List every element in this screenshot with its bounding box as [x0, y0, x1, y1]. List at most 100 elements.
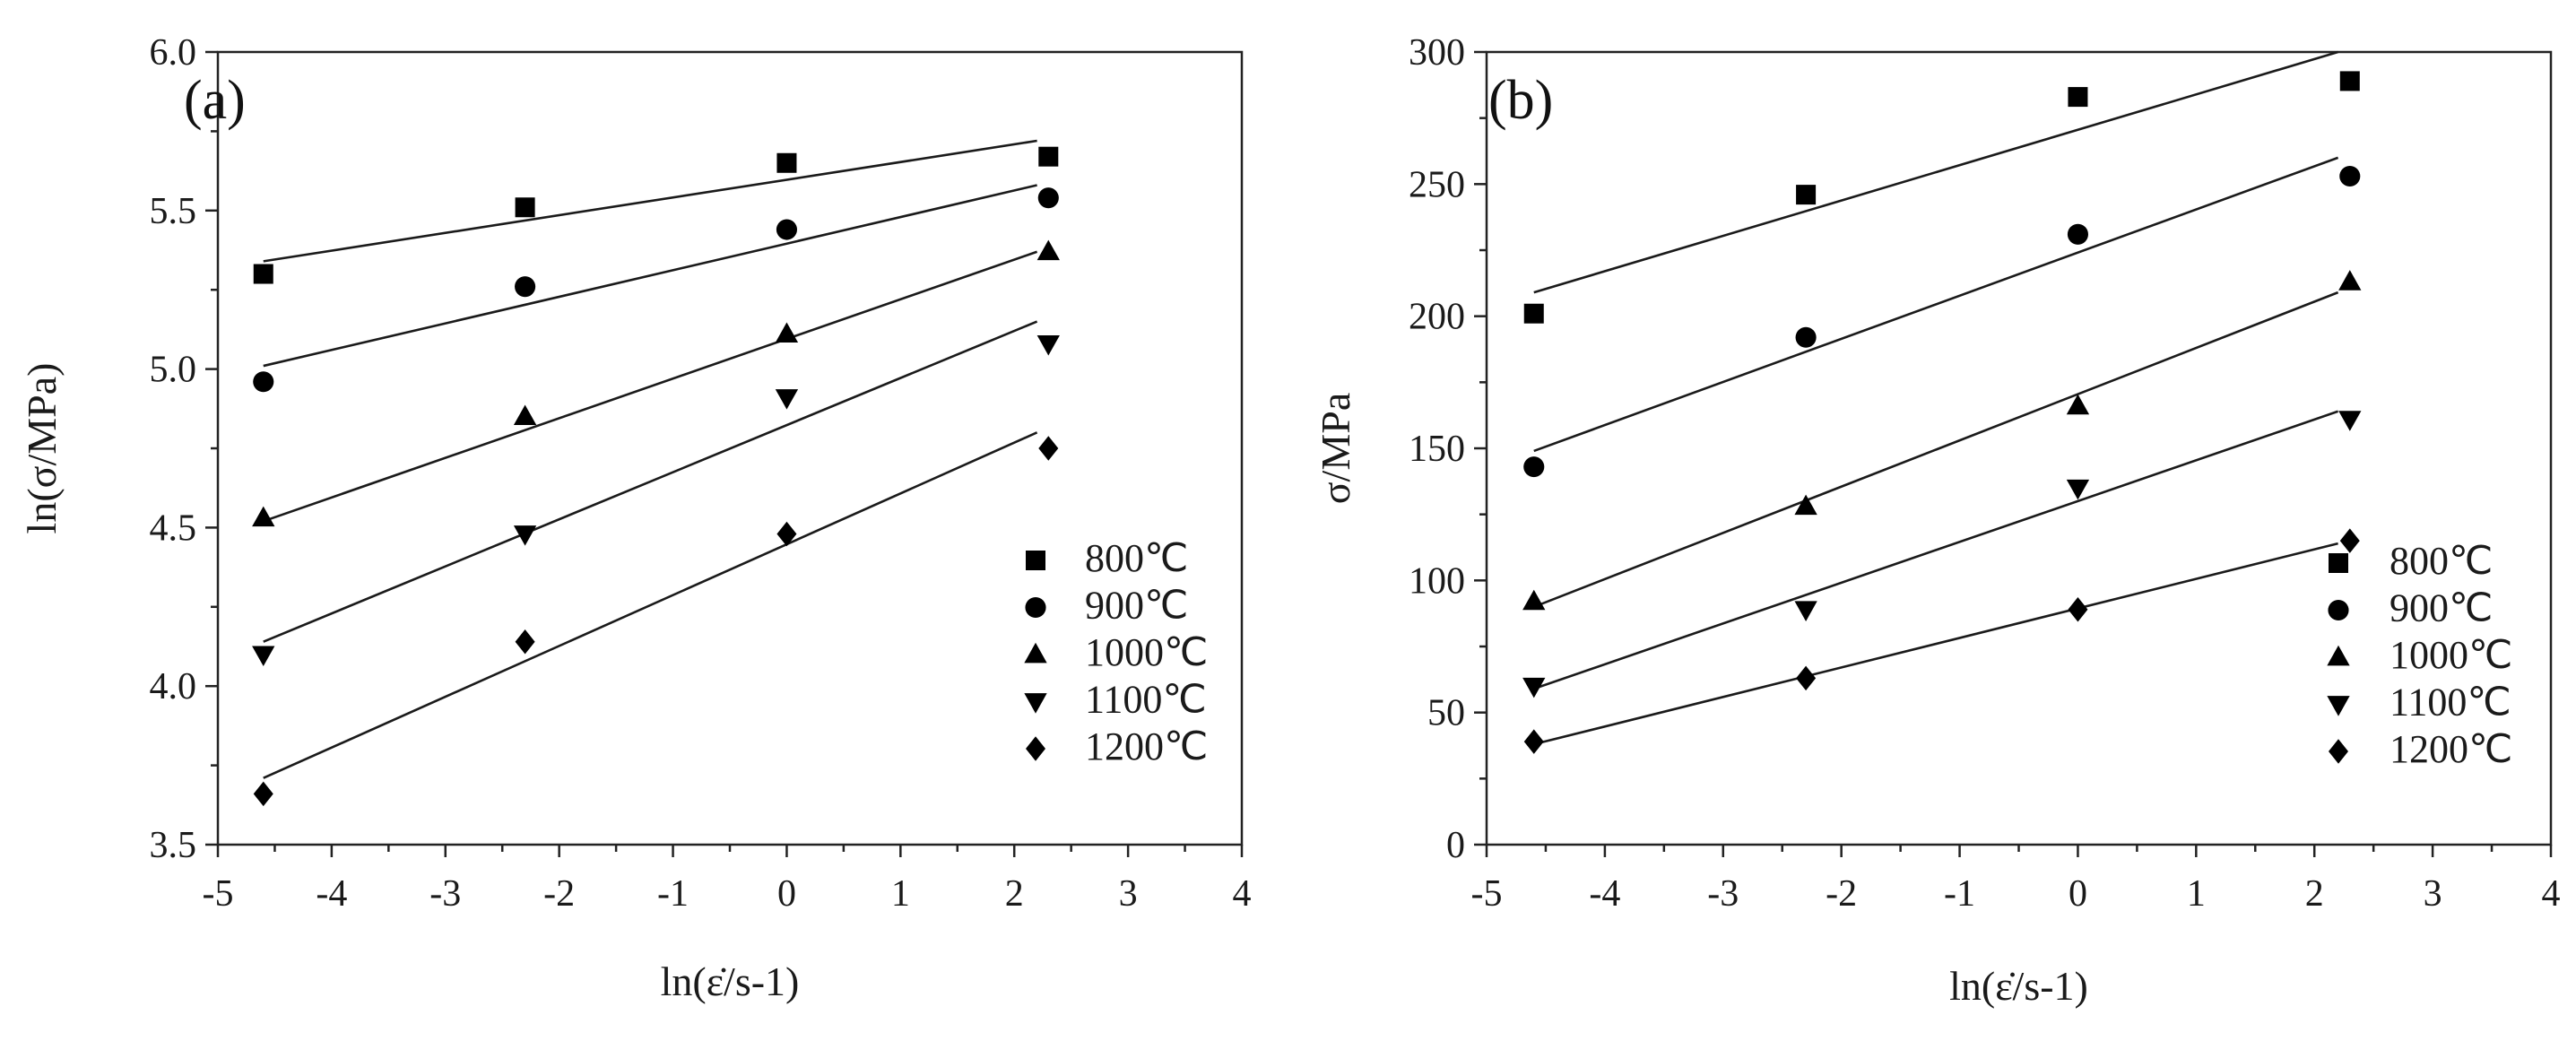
data-point-800℃	[253, 264, 273, 284]
fit-line-1200℃	[1533, 542, 2338, 746]
x-tick-label: -2	[1826, 873, 1857, 915]
data-point-900℃	[515, 276, 536, 298]
y-tick-label: 300	[1409, 32, 1465, 74]
chart-b: -5 -4 -3 -2 -1 0 1 2 3 4 0 50 100 150 200 250 300 (b) ln(ε…	[1313, 32, 2561, 1009]
data-point-900℃	[1523, 456, 1545, 478]
y-axis-label: ln(σ/MPa)	[19, 363, 65, 534]
data-point-800℃	[1038, 146, 1059, 167]
legend-label: 1000℃	[2390, 633, 2512, 677]
x-tick-label: -1	[1944, 873, 1975, 915]
x-tick-label: 4	[2542, 873, 2561, 915]
data-point-900℃	[1037, 187, 1059, 209]
data-point-1000℃	[1036, 239, 1060, 261]
legend-label: 1200℃	[1085, 724, 1208, 768]
panel-label: (a)	[184, 70, 246, 131]
legend-label: 1000℃	[1085, 630, 1208, 674]
x-tick-label: 2	[2305, 873, 2324, 915]
data-point-1200℃	[2068, 596, 2088, 622]
plot-frame	[1485, 50, 2553, 846]
data-point-1200℃	[776, 521, 797, 547]
data-point-1200℃	[1523, 729, 1544, 754]
legend-label: 900℃	[1085, 584, 1188, 628]
data-point-1000℃	[513, 404, 537, 425]
y-tick-label: 6.0	[150, 32, 197, 74]
y-tick-label: 5.0	[150, 350, 197, 391]
legend-marker-800℃	[2329, 553, 2348, 573]
x-axis-label: ln(ε̇/s-1)	[661, 959, 800, 1004]
fit-line-1200℃	[263, 431, 1038, 779]
y-tick-label: 3.5	[150, 825, 197, 866]
legend-marker-900℃	[2328, 599, 2349, 621]
data-point-1100℃	[2066, 479, 2090, 500]
x-tick-label: -3	[1707, 873, 1739, 915]
legend-marker-1100℃	[2327, 696, 2350, 716]
x-axis-label: ln(ε̇/s-1)	[1949, 963, 2088, 1009]
data-point-1100℃	[1522, 677, 1546, 698]
y-tick-label: 4.0	[150, 666, 197, 707]
data-point-1200℃	[253, 781, 273, 807]
data-point-1100℃	[252, 646, 275, 667]
fit-line-1000℃	[1533, 291, 2339, 609]
y-tick-label: 5.5	[150, 191, 197, 232]
legend-label: 800℃	[2390, 539, 2493, 583]
data-point-900℃	[1795, 326, 1817, 348]
data-point-1000℃	[2338, 270, 2362, 291]
legend-marker-900℃	[1025, 596, 1046, 619]
legend-label: 900℃	[2390, 586, 2493, 630]
legend-marker-800℃	[1026, 551, 1045, 570]
y-tick-label: 0	[1446, 825, 1465, 866]
legend-label: 800℃	[1085, 536, 1188, 580]
data-point-1200℃	[1796, 665, 1817, 691]
x-tick-label: 2	[1005, 873, 1024, 915]
fit-line-800℃	[263, 139, 1037, 263]
fit-line-1000℃	[263, 250, 1038, 523]
x-tick-label: 1	[2187, 873, 2206, 915]
y-tick-label: 250	[1409, 164, 1465, 205]
x-tick-label: 3	[2424, 873, 2442, 915]
data-point-800℃	[1796, 185, 1817, 205]
y-tick-label: 200	[1409, 297, 1465, 338]
data-point-1100℃	[1036, 334, 1060, 356]
data-point-1200℃	[515, 629, 535, 655]
legend-marker-1200℃	[2329, 739, 2348, 764]
legend-label: 1100℃	[2390, 681, 2511, 724]
legend-label: 1200℃	[2390, 727, 2512, 771]
data-point-800℃	[2068, 87, 2088, 108]
legend-marker-1000℃	[2327, 645, 2350, 666]
data-point-900℃	[253, 371, 274, 393]
x-tick-label: -5	[1471, 873, 1503, 915]
x-tick-label: 3	[1119, 873, 1138, 915]
x-tick-label: -5	[203, 873, 234, 915]
fit-line-900℃	[263, 184, 1037, 368]
x-tick-label: 0	[2069, 873, 2087, 915]
data-point-900℃	[2067, 223, 2088, 245]
data-point-1200℃	[2339, 528, 2360, 553]
y-tick-label: 4.5	[150, 507, 197, 549]
chart-a: -5 -4 -3 -2 -1 0 1 2 3 4 3.5 4.0 4.5 5.0 5.5 6.0(a) ln(ε…	[19, 32, 1252, 1004]
data-point-1000℃	[2066, 394, 2090, 415]
fit-line-1100℃	[1533, 410, 2339, 690]
legend-marker-1100℃	[1024, 693, 1047, 714]
legend-marker-1200℃	[1026, 736, 1045, 761]
data-point-800℃	[1523, 303, 1544, 324]
x-tick-label: 4	[1233, 873, 1252, 915]
data-point-1000℃	[1794, 494, 1817, 516]
fit-line-1100℃	[263, 320, 1038, 643]
data-point-1000℃	[775, 322, 799, 343]
data-point-1100℃	[2338, 411, 2362, 431]
data-point-1100℃	[513, 525, 537, 546]
x-tick-label: 0	[777, 873, 796, 915]
fit-line-900℃	[1533, 156, 2339, 453]
fit-line-800℃	[1533, 50, 2338, 294]
data-point-800℃	[776, 152, 797, 173]
data-point-1000℃	[252, 506, 275, 527]
y-tick-label: 100	[1409, 560, 1465, 602]
y-axis-label: σ/MPa	[1313, 393, 1358, 504]
data-point-1200℃	[1038, 436, 1059, 461]
data-point-800℃	[2339, 71, 2360, 91]
data-point-900℃	[776, 219, 797, 240]
x-tick-label: -2	[543, 873, 575, 915]
y-tick-label: 150	[1409, 429, 1465, 470]
data-point-1100℃	[1794, 601, 1817, 621]
